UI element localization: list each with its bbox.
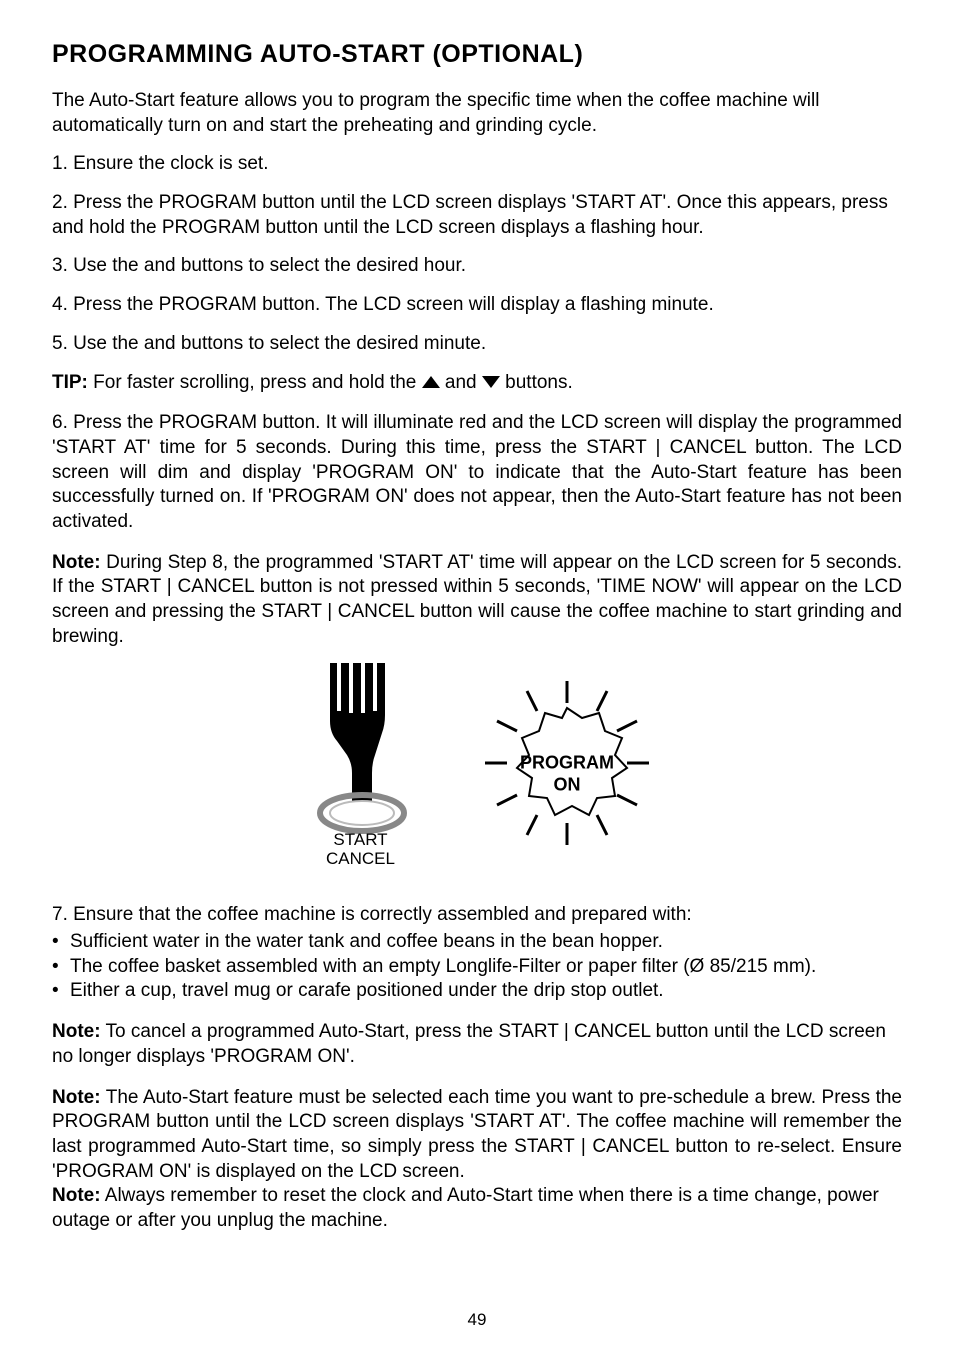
step-7: 7. Ensure that the coffee machine is cor… <box>52 903 902 928</box>
step-3: 3. Use the and buttons to select the des… <box>52 254 902 279</box>
list-item: Either a cup, travel mug or carafe posit… <box>52 979 902 1004</box>
note-3-text: The Auto-Start feature must be selected … <box>52 1087 902 1182</box>
down-arrow-icon <box>482 376 500 388</box>
program-on-burst: PROGRAM ON <box>477 673 657 853</box>
tip-paragraph: TIP: For faster scrolling, press and hol… <box>52 371 902 396</box>
tip-text-after: buttons. <box>500 372 573 393</box>
note-3-paragraph: Note: The Auto-Start feature must be sel… <box>52 1086 902 1185</box>
note-2-label: Note: <box>52 1021 101 1042</box>
list-item: The coffee basket assembled with an empt… <box>52 955 902 980</box>
page-heading: PROGRAMMING AUTO-START (OPTIONAL) <box>52 40 902 69</box>
note-4-paragraph: Note: Always remember to reset the clock… <box>52 1184 902 1233</box>
note-3-label: Note: <box>52 1087 101 1108</box>
note-2-paragraph: Note: To cancel a programmed Auto-Start,… <box>52 1020 902 1069</box>
step-4: 4. Press the PROGRAM button. The LCD scr… <box>52 293 902 318</box>
note-1-label: Note: <box>52 552 101 573</box>
note-4-label: Note: <box>52 1185 101 1206</box>
burst-line-1: PROGRAM <box>520 753 614 773</box>
list-item: Sufficient water in the water tank and c… <box>52 930 902 955</box>
figure-area: PROGRAM ON START CANCEL <box>52 663 902 893</box>
burst-line-2: ON <box>554 774 581 794</box>
intro-paragraph: The Auto-Start feature allows you to pro… <box>52 89 902 138</box>
step-5: 5. Use the and buttons to select the des… <box>52 332 902 357</box>
step-2: 2. Press the PROGRAM button until the LC… <box>52 191 902 240</box>
note-1-paragraph: Note: During Step 8, the programmed 'STA… <box>52 551 902 650</box>
tip-label: TIP: <box>52 372 88 393</box>
note-1-text: During Step 8, the programmed 'START AT'… <box>52 552 902 647</box>
checklist: Sufficient water in the water tank and c… <box>52 930 902 1004</box>
tip-text-mid: and <box>440 372 482 393</box>
tip-text-before: For faster scrolling, press and hold the <box>88 372 422 393</box>
start-label: START <box>333 830 387 849</box>
step-1: 1. Ensure the clock is set. <box>52 152 902 177</box>
step-6: 6. Press the PROGRAM button. It will ill… <box>52 411 902 534</box>
note-2-text: To cancel a programmed Auto-Start, press… <box>52 1021 886 1067</box>
start-cancel-label: START CANCEL <box>326 831 395 868</box>
cancel-label: CANCEL <box>326 849 395 868</box>
note-4-text: Always remember to reset the clock and A… <box>52 1185 879 1231</box>
page-number: 49 <box>468 1310 487 1330</box>
burst-label: PROGRAM ON <box>520 753 614 796</box>
up-arrow-icon <box>422 376 440 388</box>
